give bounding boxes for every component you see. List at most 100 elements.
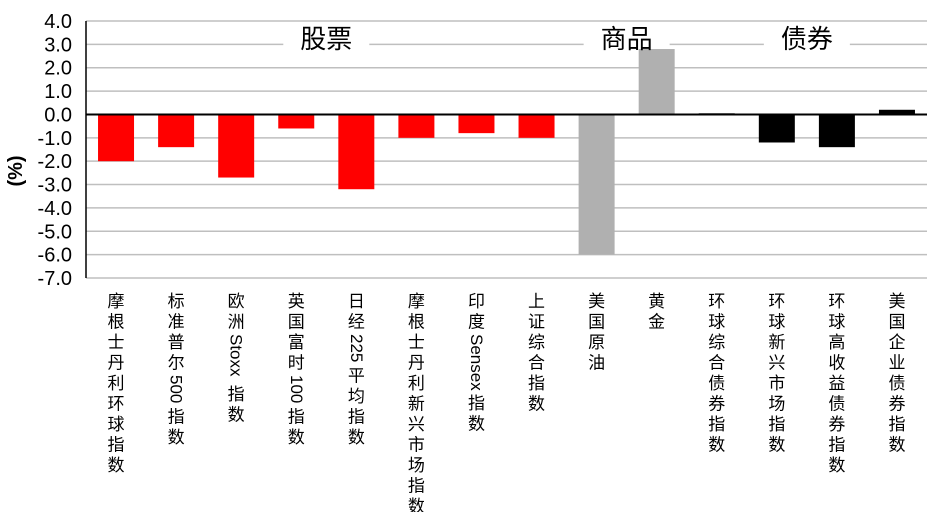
svg-text:指: 指 [408, 477, 425, 496]
group-label-background [283, 22, 370, 67]
y-tick-label: 3.0 [44, 34, 72, 56]
bars [98, 49, 915, 255]
svg-text:100: 100 [287, 375, 306, 403]
svg-text:指: 指 [888, 415, 905, 434]
bar [758, 114, 795, 143]
svg-text:摩: 摩 [408, 292, 425, 311]
svg-text:准: 准 [168, 313, 185, 332]
svg-text:合: 合 [528, 354, 545, 373]
svg-text:球: 球 [708, 313, 725, 332]
category-labels: 摩根士丹利环球指数标准普尔500指数欧洲Stoxx指数英国富时100指数日经22… [108, 292, 906, 512]
svg-text:国: 国 [288, 313, 305, 332]
svg-text:根: 根 [408, 313, 425, 332]
svg-text:普: 普 [168, 333, 185, 352]
svg-text:丹: 丹 [108, 354, 125, 373]
y-tick-label: 0.0 [44, 104, 72, 126]
axes [85, 21, 927, 278]
svg-text:数: 数 [288, 428, 305, 447]
svg-text:数: 数 [228, 406, 245, 425]
svg-text:新: 新 [408, 395, 425, 414]
svg-text:兴: 兴 [768, 354, 785, 373]
svg-text:高: 高 [828, 333, 845, 352]
svg-text:黄: 黄 [648, 292, 665, 311]
svg-text:数: 数 [108, 456, 125, 475]
svg-text:平: 平 [348, 367, 365, 386]
svg-text:综: 综 [708, 333, 725, 352]
svg-text:度: 度 [468, 313, 485, 332]
svg-text:Stoxx: Stoxx [227, 334, 246, 377]
svg-text:综: 综 [528, 333, 545, 352]
svg-text:印: 印 [468, 292, 485, 311]
svg-text:数: 数 [768, 436, 785, 455]
bar [278, 114, 315, 129]
svg-text:收: 收 [828, 354, 845, 373]
svg-text:国: 国 [588, 313, 605, 332]
bar [518, 114, 555, 138]
svg-text:债: 债 [708, 374, 725, 393]
bar [98, 114, 135, 162]
svg-text:债: 债 [888, 374, 905, 393]
bar [818, 114, 855, 148]
svg-text:业: 业 [888, 354, 905, 373]
svg-text:券: 券 [888, 395, 905, 414]
group-label: 商品 [601, 24, 653, 54]
group-label: 债券 [781, 24, 833, 54]
svg-text:经: 经 [348, 313, 365, 332]
group-labels: 股票 商品 债券 [300, 24, 833, 54]
svg-text:债: 债 [828, 395, 845, 414]
svg-text:丹: 丹 [408, 354, 425, 373]
svg-text:场: 场 [408, 456, 425, 475]
bar [398, 114, 435, 138]
svg-text:美: 美 [888, 292, 905, 311]
svg-text:士: 士 [108, 333, 125, 352]
svg-text:尔: 尔 [168, 354, 185, 373]
category-label: 印度 Sensex 指数 [467, 292, 486, 434]
svg-text:场: 场 [768, 395, 785, 414]
y-tick-label: -5.0 [38, 221, 72, 243]
bar [458, 114, 495, 134]
category-label: 欧洲 Stoxx 指数 [227, 292, 246, 425]
svg-text:指: 指 [348, 408, 365, 427]
bar [578, 114, 615, 255]
svg-text:合: 合 [708, 354, 725, 373]
svg-text:球: 球 [108, 415, 125, 434]
svg-text:市: 市 [768, 374, 785, 393]
y-tick-label: 4.0 [44, 11, 72, 33]
svg-text:指: 指 [168, 408, 185, 427]
svg-text:指: 指 [228, 385, 245, 404]
svg-text:环: 环 [768, 292, 785, 311]
svg-text:Sensex: Sensex [467, 334, 486, 391]
bar [158, 114, 195, 148]
svg-text:根: 根 [108, 313, 125, 332]
svg-text:原: 原 [588, 333, 605, 352]
svg-text:利: 利 [408, 374, 425, 393]
svg-text:油: 油 [588, 354, 605, 373]
group-label-backgrounds [283, 22, 850, 67]
y-tick-label: -6.0 [38, 245, 72, 267]
svg-text:摩: 摩 [108, 292, 125, 311]
svg-text:上: 上 [528, 292, 545, 311]
svg-text:指: 指 [108, 436, 125, 455]
svg-text:英: 英 [288, 292, 305, 311]
bar [338, 114, 375, 190]
svg-text:欧: 欧 [228, 292, 245, 311]
svg-text:益: 益 [828, 374, 845, 393]
bar [218, 114, 255, 178]
svg-text:指: 指 [468, 394, 485, 413]
bar [638, 49, 675, 115]
svg-text:环: 环 [828, 292, 845, 311]
svg-text:球: 球 [768, 313, 785, 332]
svg-text:指: 指 [768, 415, 785, 434]
svg-text:指: 指 [828, 436, 845, 455]
y-tick-label: -4.0 [38, 198, 72, 220]
svg-text:数: 数 [408, 497, 425, 512]
